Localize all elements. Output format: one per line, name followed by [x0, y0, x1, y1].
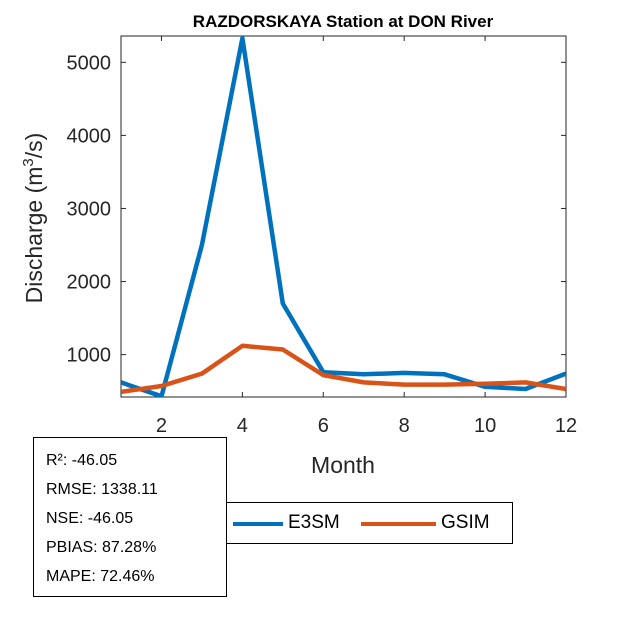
y-axis-label-main: Discharge (m — [21, 167, 47, 304]
y-tick-label: 4000 — [67, 125, 112, 147]
y-tick-label: 3000 — [67, 198, 112, 220]
stat-rmse: RMSE: 1338.11 — [46, 481, 158, 498]
x-tick-label: 8 — [399, 415, 410, 437]
chart-title: RAZDORSKAYA Station at DON River — [193, 12, 494, 31]
y-axis-label: Discharge (m3/s) — [20, 133, 47, 304]
series-lines — [121, 36, 566, 397]
stats-box: R²: -46.05 RMSE: 1338.11 NSE: -46.05 PBI… — [33, 437, 227, 597]
x-tick-label: 12 — [555, 415, 577, 437]
series-line-gsim — [121, 343, 566, 395]
y-axis-label-superscript: 3 — [20, 158, 37, 166]
legend: E3SM GSIM — [227, 502, 513, 544]
x-tick-label: 10 — [474, 415, 496, 437]
y-tick-label: 5000 — [67, 52, 112, 74]
legend-label-e3sm: E3SM — [288, 512, 340, 533]
plot-area-frame — [120, 35, 567, 398]
axis-ticks: 2 4 6 8 10 12 1000 2000 3000 4000 5000 — [67, 36, 577, 437]
stat-r2: R²: -46.05 — [46, 452, 118, 469]
legend-label-gsim: GSIM — [441, 512, 490, 533]
y-axis-label-end: /s) — [21, 133, 47, 159]
legend-swatch-gsim — [361, 522, 436, 526]
stat-nse: NSE: -46.05 — [46, 510, 134, 527]
legend-swatch-e3sm — [233, 522, 283, 526]
x-tick-label: 4 — [237, 415, 248, 437]
y-tick-label: 1000 — [67, 345, 112, 367]
x-tick-label: 6 — [318, 415, 329, 437]
stat-pbias: PBIAS: 87.28% — [46, 539, 157, 556]
x-axis-label: Month — [311, 452, 375, 478]
stat-mape: MAPE: 72.46% — [46, 568, 155, 585]
series-line-e3sm — [121, 36, 566, 397]
x-tick-label: 2 — [156, 415, 167, 437]
y-tick-label: 2000 — [67, 272, 112, 294]
